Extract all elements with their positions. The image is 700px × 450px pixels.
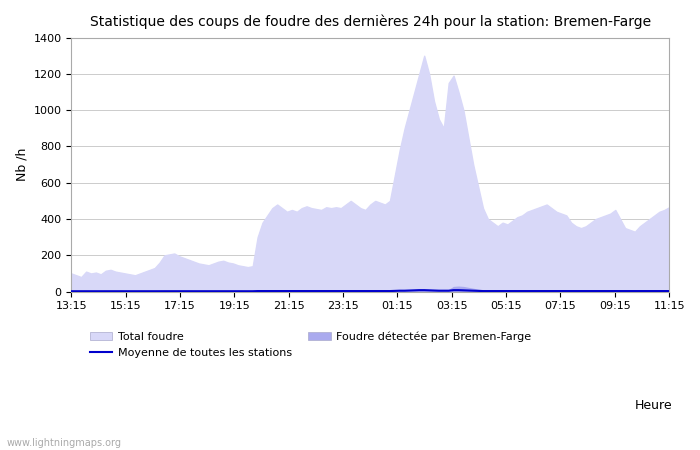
Text: Heure: Heure <box>634 399 672 412</box>
Y-axis label: Nb /h: Nb /h <box>15 148 28 181</box>
Legend: Total foudre, Moyenne de toutes les stations, Foudre détectée par Bremen-Farge: Total foudre, Moyenne de toutes les stat… <box>85 327 536 362</box>
Text: www.lightningmaps.org: www.lightningmaps.org <box>7 438 122 448</box>
Title: Statistique des coups de foudre des dernières 24h pour la station: Bremen-Farge: Statistique des coups de foudre des dern… <box>90 15 651 30</box>
